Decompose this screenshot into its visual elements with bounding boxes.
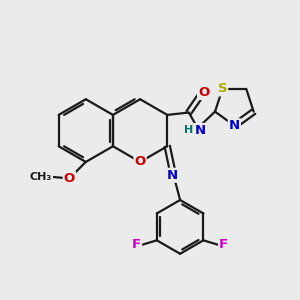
Text: S: S — [218, 82, 227, 95]
Text: F: F — [219, 238, 228, 251]
Text: N: N — [167, 169, 178, 182]
Text: O: O — [134, 155, 146, 168]
Text: F: F — [132, 238, 141, 251]
Text: N: N — [229, 119, 240, 132]
Text: O: O — [198, 86, 209, 99]
Text: H: H — [184, 125, 193, 135]
Text: CH₃: CH₃ — [30, 172, 52, 182]
Text: O: O — [64, 172, 75, 185]
Text: N: N — [194, 124, 206, 137]
